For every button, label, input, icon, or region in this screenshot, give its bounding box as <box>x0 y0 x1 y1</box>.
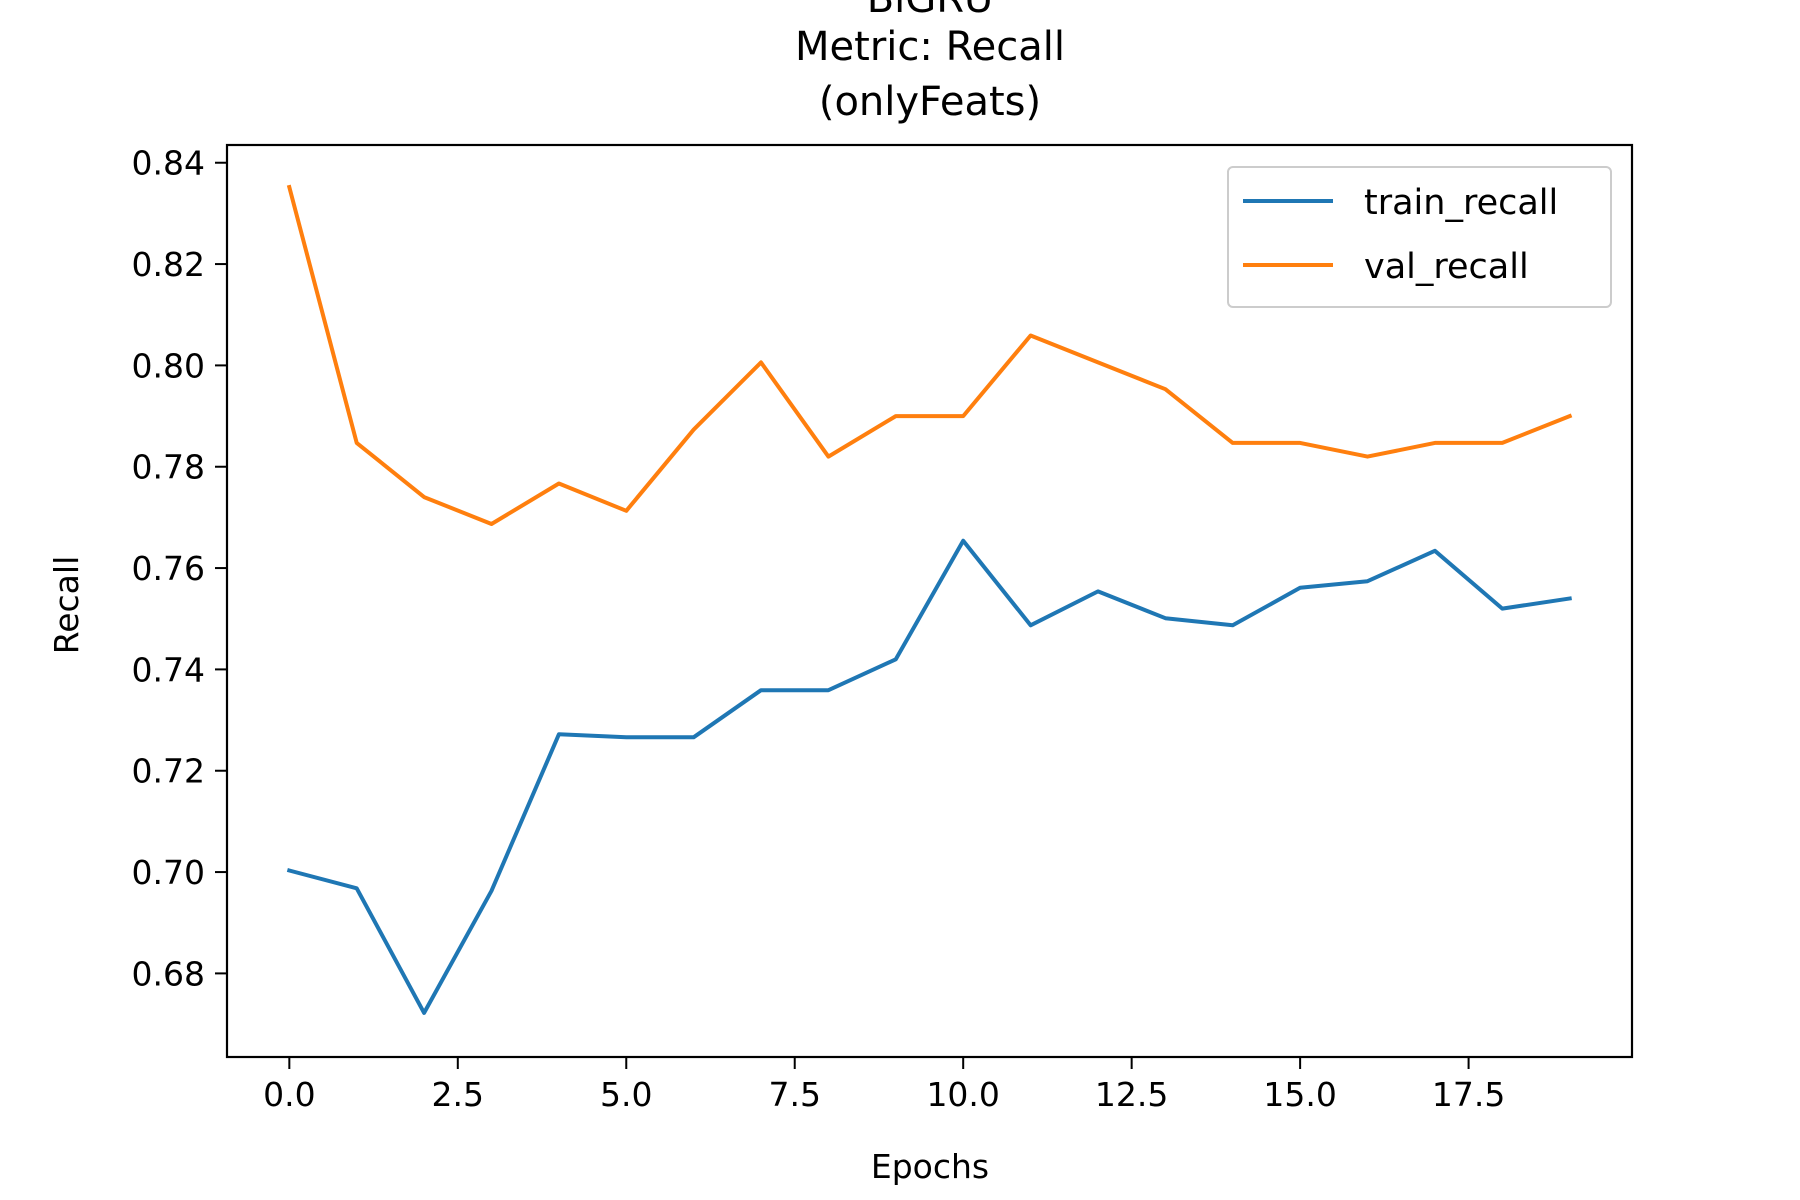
chart-title: BiGRU Metric: Recall (onlyFeats) <box>795 0 1065 125</box>
y-axis: 0.68 0.70 0.72 0.74 0.76 0.78 0.80 0.82 0.84 <box>132 144 227 993</box>
y-tick-label: 0.78 <box>132 448 205 487</box>
plot-area-frame <box>225 143 1634 1059</box>
series-layer <box>286 184 1573 1015</box>
series-line-val-recall <box>286 184 1573 526</box>
y-tick-label: 0.72 <box>132 752 205 791</box>
y-tick-label: 0.68 <box>132 954 205 993</box>
y-tick-label: 0.82 <box>132 245 205 284</box>
legend-label-train-recall: train_recall <box>1364 183 1558 223</box>
x-tick-label: 2.5 <box>432 1075 484 1114</box>
chart-title-line-1: BiGRU <box>867 0 994 22</box>
chart-title-line-3: (onlyFeats) <box>819 79 1041 125</box>
y-tick-label: 0.74 <box>132 650 205 689</box>
x-tick-label: 10.0 <box>926 1075 999 1114</box>
y-tick-label: 0.80 <box>132 346 205 385</box>
series-line-train-recall <box>286 538 1572 1015</box>
x-tick-label: 15.0 <box>1263 1075 1336 1114</box>
x-tick-label: 12.5 <box>1095 1075 1168 1114</box>
y-axis-label: Recall <box>47 556 86 654</box>
y-tick-label: 0.84 <box>132 144 205 183</box>
x-axis-label: Epochs <box>871 1147 989 1186</box>
y-tick-label: 0.70 <box>132 853 205 892</box>
chart-title-line-2: Metric: Recall <box>795 24 1065 70</box>
legend: train_recall val_recall <box>1227 166 1612 308</box>
y-tick-label: 0.76 <box>132 549 205 588</box>
x-tick-label: 17.5 <box>1432 1075 1505 1114</box>
x-tick-label: 7.5 <box>768 1075 820 1114</box>
legend-label-val-recall: val_recall <box>1364 247 1529 287</box>
x-tick-label: 5.0 <box>600 1075 652 1114</box>
x-tick-label: 0.0 <box>263 1075 315 1114</box>
x-axis: 0.0 2.5 5.0 7.5 10.0 12.5 15.0 17.5 <box>263 1057 1505 1114</box>
